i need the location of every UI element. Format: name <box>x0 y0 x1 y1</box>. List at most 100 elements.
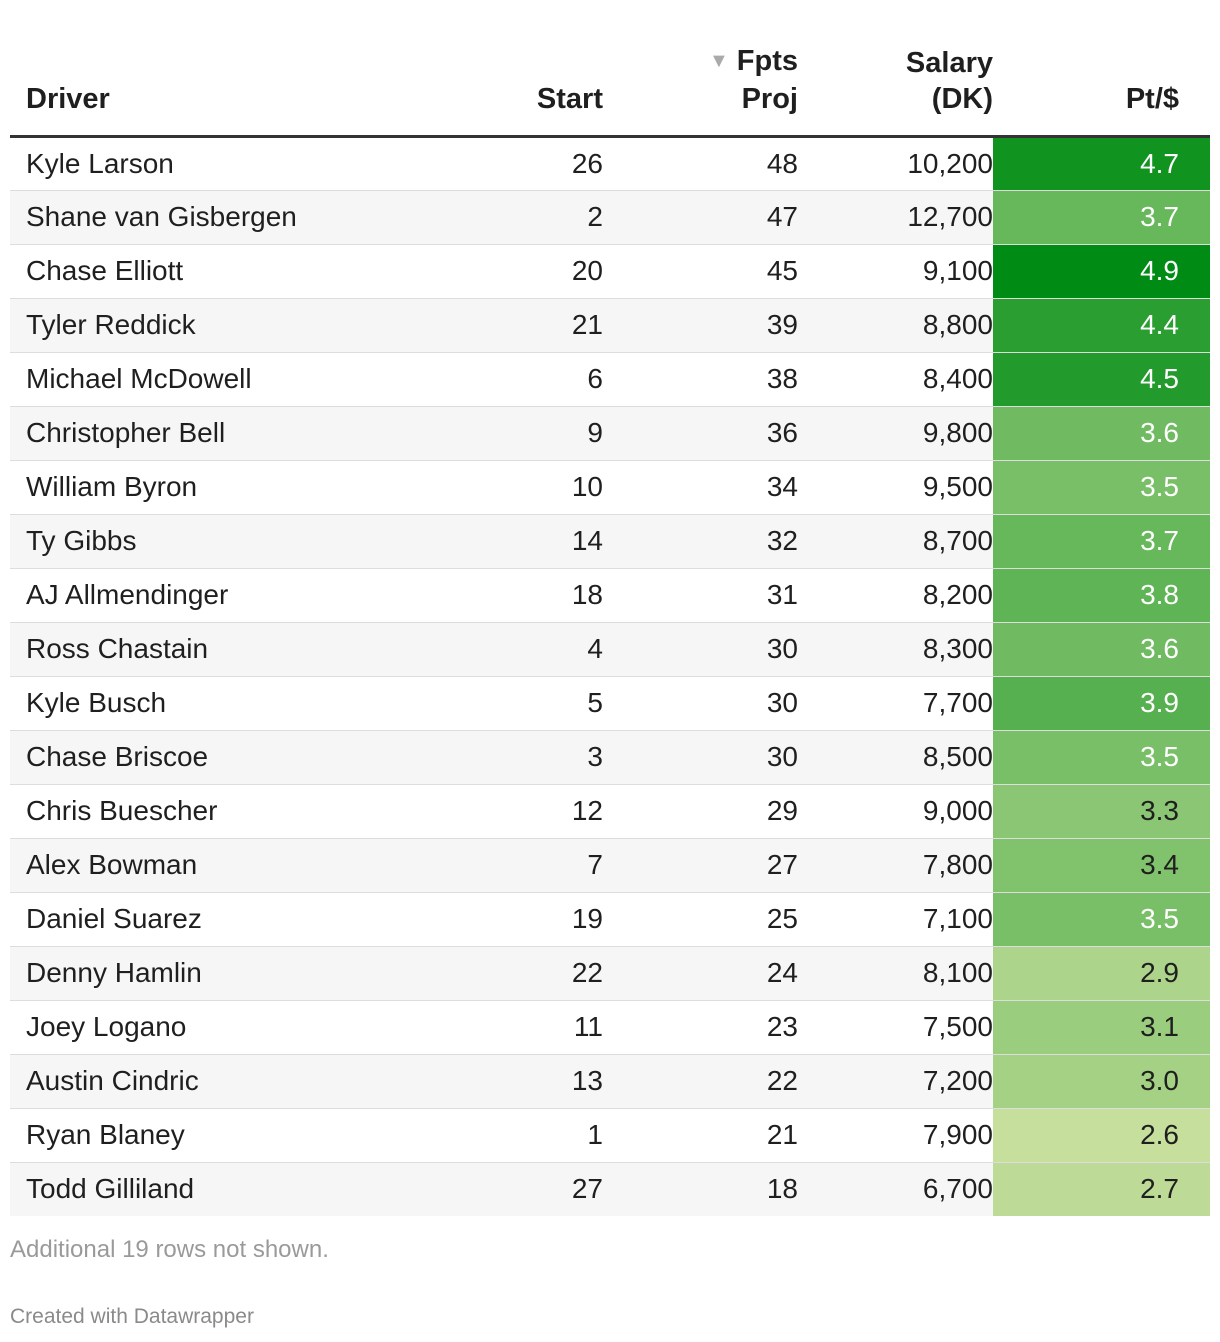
table-row: Denny Hamlin 22 24 8,100 2.9 <box>10 946 1210 1001</box>
table-header: Driver Start ▼ Fpts Proj Salary (DK) Pt/$ <box>10 0 1210 138</box>
cell-driver: Ross Chastain <box>10 622 460 677</box>
table-row: Shane van Gisbergen 2 47 12,700 3.7 <box>10 190 1210 245</box>
table-row: Ross Chastain 4 30 8,300 3.6 <box>10 622 1210 677</box>
cell-salary: 6,700 <box>922 1173 993 1205</box>
cell-pt-per-dollar: 3.5 <box>993 460 1210 515</box>
cell-pt-per-dollar: 3.9 <box>993 676 1210 731</box>
sort-descending-icon: ▼ <box>708 49 729 72</box>
cell-driver: Chase Briscoe <box>10 730 460 785</box>
header-label-pt: Pt/$ <box>1125 82 1179 115</box>
cell-fpts-proj: 22 <box>603 1054 798 1109</box>
cell-start: 4 <box>460 622 603 677</box>
cell-salary: 9,100 <box>798 244 993 299</box>
cell-pt-per-dollar: 3.5 <box>993 892 1210 947</box>
table-row: Tyler Reddick 21 39 8,800 4.4 <box>10 298 1210 353</box>
cell-driver: Shane van Gisbergen <box>10 190 460 245</box>
cell-pt-per-dollar: 3.8 <box>993 568 1210 623</box>
cell-start: 5 <box>460 676 603 731</box>
cell-pt-per-dollar: 3.7 <box>993 190 1210 245</box>
header-row: Driver Start ▼ Fpts Proj Salary (DK) Pt/$ <box>10 0 1210 138</box>
cell-start: 10 <box>460 460 603 515</box>
column-header-start[interactable]: Start <box>460 0 603 138</box>
header-label-salary-line2: (DK) <box>931 82 993 115</box>
table-row: Chase Elliott 20 45 9,100 4.9 <box>10 244 1210 299</box>
cell-salary: 7,100 <box>798 892 993 947</box>
cell-salary: 8,800 <box>798 298 993 353</box>
cell-fpts-proj: 21 <box>603 1108 798 1163</box>
cell-start: 1 <box>460 1108 603 1163</box>
table-row: Chris Buescher 12 29 9,000 3.3 <box>10 784 1210 839</box>
cell-driver: Chris Buescher <box>10 784 460 839</box>
cell-pt-per-dollar: 3.6 <box>993 622 1210 677</box>
cell-salary: 8,400 <box>798 352 993 407</box>
cell-start: 9 <box>460 406 603 461</box>
cell-start: 3 <box>460 730 603 785</box>
cell-driver: Austin Cindric <box>10 1054 460 1109</box>
cell-start: 20 <box>460 244 603 299</box>
cell-start: 22 <box>460 946 603 1001</box>
table-row: Kyle Busch 5 30 7,700 3.9 <box>10 676 1210 731</box>
cell-fpts-proj: 36 <box>603 406 798 461</box>
column-header-salary[interactable]: Salary (DK) <box>798 0 993 138</box>
header-label-driver: Driver <box>26 82 110 115</box>
table-row: Christopher Bell 9 36 9,800 3.6 <box>10 406 1210 461</box>
cell-salary: 9,500 <box>798 460 993 515</box>
column-header-driver[interactable]: Driver <box>10 0 460 138</box>
cell-salary: 7,800 <box>798 838 993 893</box>
cell-driver: AJ Allmendinger <box>10 568 460 623</box>
column-header-fpts-proj[interactable]: ▼ Fpts Proj <box>603 0 798 138</box>
table-row: Michael McDowell 6 38 8,400 4.5 <box>10 352 1210 407</box>
cell-pt-per-dollar: 3.4 <box>993 838 1210 893</box>
cell-salary: 7,900 <box>798 1108 993 1163</box>
cell-fpts-proj: 25 <box>603 892 798 947</box>
cell-salary: 10,200 <box>798 136 993 191</box>
cell-fpts-proj: 30 <box>603 730 798 785</box>
cell-driver: Kyle Busch <box>10 676 460 731</box>
table-row: Ty Gibbs 14 32 8,700 3.7 <box>10 514 1210 569</box>
cell-fpts-proj: 24 <box>603 946 798 1001</box>
cell-pt-per-dollar: 2.6 <box>993 1108 1210 1163</box>
driver-projections-table: Driver Start ▼ Fpts Proj Salary (DK) Pt/$… <box>10 0 1210 1216</box>
cell-fpts-proj: 27 <box>603 838 798 893</box>
cell-salary: 9,800 <box>798 406 993 461</box>
table-row: Daniel Suarez 19 25 7,100 3.5 <box>10 892 1210 947</box>
cell-driver: Joey Logano <box>10 1000 460 1055</box>
header-label-fpts-line2: Proj <box>741 82 798 115</box>
cell-driver: Ty Gibbs <box>10 514 460 569</box>
cell-pt-per-dollar: 4.5 <box>993 352 1210 407</box>
cell-fpts-proj: 39 <box>603 298 798 353</box>
cell-salary: 8,200 <box>798 568 993 623</box>
cell-driver: Michael McDowell <box>10 352 460 407</box>
cell-fpts-proj: 48 <box>603 136 798 191</box>
cell-salary: 8,100 <box>798 946 993 1001</box>
cell-driver: William Byron <box>10 460 460 515</box>
cell-pt-per-dollar: 4.7 <box>993 136 1210 191</box>
table-row: Todd Gilliland 27 18 6,700 2.7 <box>10 1162 1210 1216</box>
column-header-pt-per-dollar[interactable]: Pt/$ <box>993 0 1210 138</box>
table-row: AJ Allmendinger 18 31 8,200 3.8 <box>10 568 1210 623</box>
cell-fpts-proj: 47 <box>603 190 798 245</box>
cell-start: 18 <box>460 568 603 623</box>
cell-start: 14 <box>460 514 603 569</box>
cell-start: 26 <box>460 136 603 191</box>
cell-pt-per-dollar: 4.4 <box>993 298 1210 353</box>
cell-fpts-proj: 30 <box>603 622 798 677</box>
cell-driver: Tyler Reddick <box>10 298 460 353</box>
header-label-salary-line1: Salary <box>905 46 993 79</box>
cell-fpts-proj: 34 <box>603 460 798 515</box>
table-row: Alex Bowman 7 27 7,800 3.4 <box>10 838 1210 893</box>
cell-fpts-proj: 45 <box>603 244 798 299</box>
cell-start: 27 <box>571 1173 603 1205</box>
cell-salary: 8,500 <box>798 730 993 785</box>
cell-start: 2 <box>460 190 603 245</box>
cell-driver: Alex Bowman <box>10 838 460 893</box>
cell-fpts-proj: 23 <box>603 1000 798 1055</box>
cell-pt-per-dollar: 3.3 <box>993 784 1210 839</box>
cell-pt-per-dollar: 3.1 <box>993 1000 1210 1055</box>
cell-fpts-proj: 29 <box>603 784 798 839</box>
cell-fpts-proj: 31 <box>603 568 798 623</box>
table-row: Chase Briscoe 3 30 8,500 3.5 <box>10 730 1210 785</box>
cell-fpts-proj: 38 <box>603 352 798 407</box>
cell-fpts-proj: 30 <box>603 676 798 731</box>
cell-salary: 9,000 <box>798 784 993 839</box>
